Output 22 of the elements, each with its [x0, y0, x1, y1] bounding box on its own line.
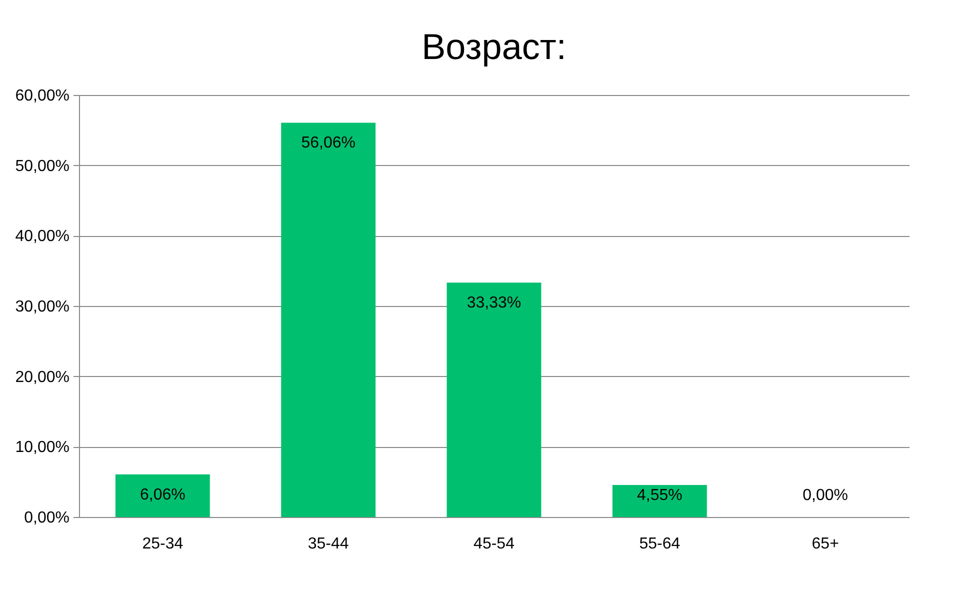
y-tick-label: 10,00%	[15, 439, 70, 456]
x-tick-label: 25-34	[142, 536, 184, 552]
data-label: 0,00%	[802, 486, 848, 504]
x-tick-label: 65+	[812, 536, 839, 552]
bar	[115, 474, 210, 517]
data-label: 6,06%	[140, 486, 186, 504]
y-tick-label: 0,00%	[24, 510, 70, 526]
bar	[446, 282, 542, 517]
y-tick-label: 60,00%	[15, 88, 70, 104]
data-label: 33,33%	[466, 294, 522, 312]
x-tick-label: 35-44	[308, 536, 349, 552]
y-tick-label: 40,00%	[15, 228, 70, 246]
data-label: 4,55%	[636, 486, 682, 504]
y-tick-label: 20,00%	[15, 368, 70, 386]
x-tick-label: 55-64	[639, 536, 680, 552]
y-tick-label: 50,00%	[15, 158, 70, 175]
x-tick-label: 45-54	[474, 536, 515, 552]
y-tick-label: 30,00%	[15, 298, 70, 316]
bar	[612, 485, 707, 517]
chart-title: Возраст:	[422, 26, 566, 67]
bar	[281, 122, 376, 517]
data-label: 56,06%	[301, 134, 356, 152]
